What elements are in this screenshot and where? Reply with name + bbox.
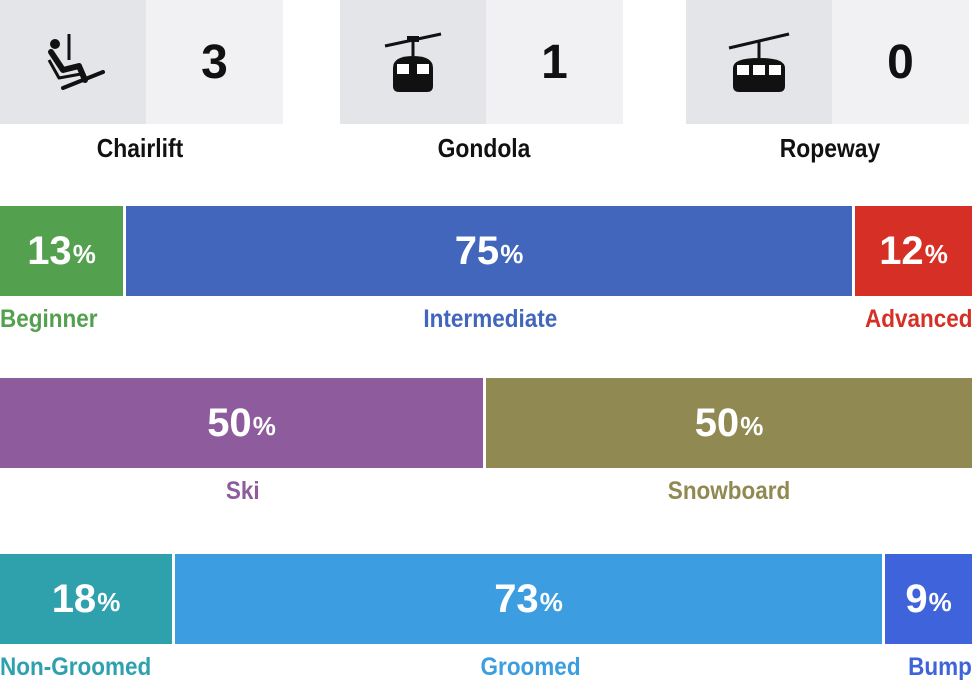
ropeway-count: 0: [832, 0, 969, 124]
chairlift-label: Chairlift: [96, 133, 184, 163]
difficulty-unit-intermediate: %: [500, 238, 524, 269]
activity-label-snowboard: Snowboard: [667, 477, 791, 505]
activity-segment-ski: 50%: [0, 378, 486, 468]
grooming-value-bump: 9: [905, 576, 928, 621]
grooming-label-bump: Bump: [908, 653, 972, 681]
grooming-segment-groomed: 73%: [175, 554, 885, 644]
grooming-value-non-groomed: 18: [51, 576, 97, 621]
difficulty-unit-advanced: %: [924, 238, 948, 269]
chairlift-icon-cell: [0, 0, 146, 124]
activity-unit-ski: %: [252, 410, 276, 441]
chairlift-icon: [47, 34, 105, 90]
grooming-label-non-groomed: Non-Groomed: [0, 653, 152, 681]
difficulty-value-beginner: 13: [27, 228, 72, 273]
difficulty-value-advanced: 12: [879, 228, 924, 273]
ropeway-icon-cell: [686, 0, 832, 124]
activity-value-snowboard: 50: [694, 400, 740, 445]
difficulty-unit-beginner: %: [72, 238, 96, 269]
ropeway-label: Ropeway: [779, 133, 881, 163]
gondola-icon-cell: [340, 0, 486, 124]
grooming-unit-non-groomed: %: [97, 586, 121, 617]
difficulty-bar: 13% 75% 12%: [0, 206, 972, 296]
ropeway-icon: [728, 32, 790, 92]
gondola-icon: [384, 32, 442, 92]
grooming-segment-bump: 9%: [885, 554, 972, 644]
chairlift-count: 3: [146, 0, 283, 124]
gondola-label: Gondola: [437, 133, 531, 163]
difficulty-label-intermediate: Intermediate: [423, 305, 558, 333]
activity-value-ski: 50: [207, 400, 252, 445]
activity-unit-snowboard: %: [740, 410, 764, 441]
activity-label-ski: Ski: [225, 477, 260, 505]
ropeway-stat: 0: [686, 0, 969, 124]
gondola-stat: 1: [340, 0, 623, 124]
activity-bar: 50% 50%: [0, 378, 972, 468]
difficulty-segment-beginner: 13%: [0, 206, 126, 296]
difficulty-segment-intermediate: 75%: [126, 206, 855, 296]
difficulty-segment-advanced: 12%: [855, 206, 972, 296]
grooming-segment-non-groomed: 18%: [0, 554, 175, 644]
chairlift-stat: 3: [0, 0, 283, 124]
gondola-count: 1: [486, 0, 623, 124]
activity-segment-snowboard: 50%: [486, 378, 972, 468]
grooming-bar: 18% 73% 9%: [0, 554, 972, 644]
grooming-unit-groomed: %: [539, 586, 563, 617]
grooming-label-groomed: Groomed: [480, 653, 581, 681]
difficulty-value-intermediate: 75: [454, 228, 500, 273]
grooming-unit-bump: %: [928, 586, 952, 617]
difficulty-label-advanced: Advanced: [864, 305, 972, 333]
difficulty-label-beginner: Beginner: [0, 305, 98, 333]
grooming-value-groomed: 73: [494, 576, 539, 621]
